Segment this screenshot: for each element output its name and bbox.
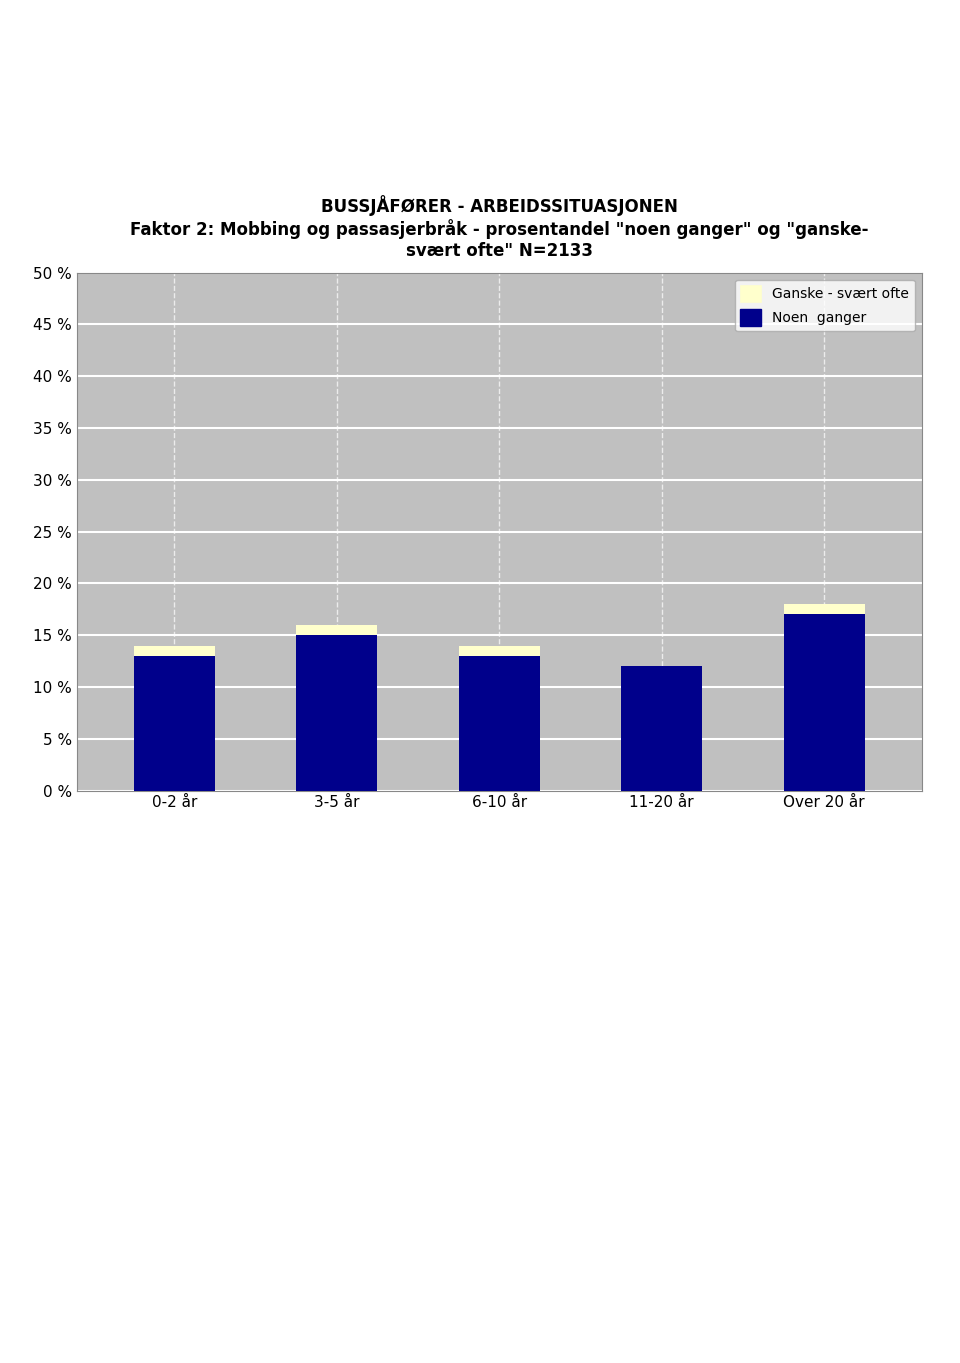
Bar bbox=[459, 646, 540, 656]
Bar bbox=[133, 656, 215, 791]
Bar bbox=[459, 656, 540, 791]
Bar bbox=[296, 624, 377, 635]
Bar bbox=[783, 604, 865, 615]
Bar bbox=[783, 615, 865, 791]
Bar bbox=[621, 667, 703, 791]
Legend: Ganske - svært ofte, Noen  ganger: Ganske - svært ofte, Noen ganger bbox=[734, 279, 915, 331]
Bar bbox=[133, 646, 215, 656]
Title: BUSSJÅFØRER - ARBEIDSSITUASJONEN
Faktor 2: Mobbing og passasjerbråk - prosentand: BUSSJÅFØRER - ARBEIDSSITUASJONEN Faktor … bbox=[130, 195, 869, 260]
Bar bbox=[296, 635, 377, 791]
